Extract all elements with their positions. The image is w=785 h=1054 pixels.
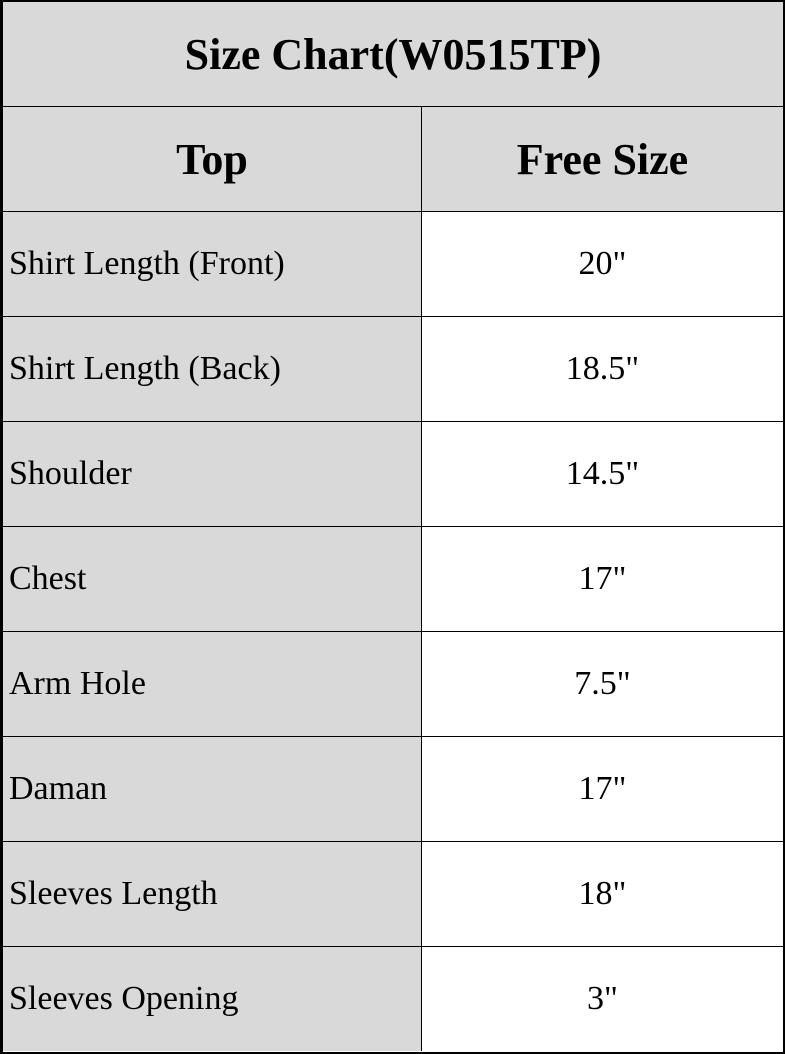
row-value: 3" xyxy=(422,947,783,1051)
header-row: Top Free Size xyxy=(3,107,783,212)
row-value: 18.5" xyxy=(422,317,783,421)
row-value: 20" xyxy=(422,212,783,316)
row-label: Sleeves Length xyxy=(3,842,422,946)
row-value: 17" xyxy=(422,737,783,841)
row-value: 18" xyxy=(422,842,783,946)
table-row: Chest 17" xyxy=(3,527,783,632)
table-row: Sleeves Length 18" xyxy=(3,842,783,947)
table-row: Shirt Length (Front) 20" xyxy=(3,212,783,317)
row-value: 17" xyxy=(422,527,783,631)
row-label: Shirt Length (Front) xyxy=(3,212,422,316)
table-row: Sleeves Opening 3" xyxy=(3,947,783,1051)
row-label: Chest xyxy=(3,527,422,631)
table-title: Size Chart(W0515TP) xyxy=(3,2,783,107)
row-label: Daman xyxy=(3,737,422,841)
row-label: Shoulder xyxy=(3,422,422,526)
table-row: Arm Hole 7.5" xyxy=(3,632,783,737)
row-label: Sleeves Opening xyxy=(3,947,422,1051)
row-label: Arm Hole xyxy=(3,632,422,736)
table-row: Shoulder 14.5" xyxy=(3,422,783,527)
row-value: 7.5" xyxy=(422,632,783,736)
header-free-size: Free Size xyxy=(422,107,783,211)
row-label: Shirt Length (Back) xyxy=(3,317,422,421)
row-value: 14.5" xyxy=(422,422,783,526)
table-row: Shirt Length (Back) 18.5" xyxy=(3,317,783,422)
header-top: Top xyxy=(3,107,422,211)
table-row: Daman 17" xyxy=(3,737,783,842)
